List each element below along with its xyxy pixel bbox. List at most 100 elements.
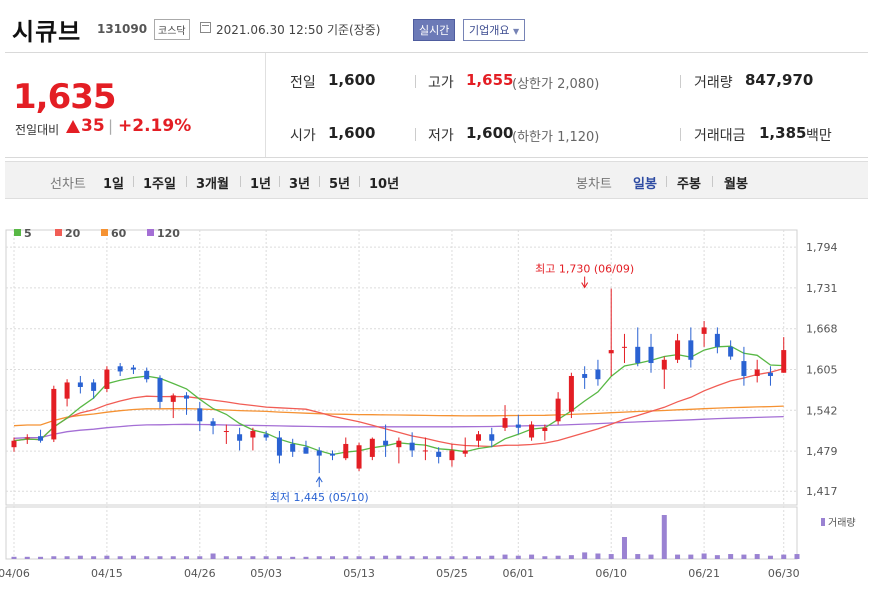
candle-body bbox=[91, 382, 97, 391]
volume-bar bbox=[157, 556, 163, 559]
volume-bar bbox=[290, 556, 296, 559]
candle-body bbox=[369, 438, 375, 457]
tab-daily[interactable]: 일봉 bbox=[633, 177, 657, 192]
volume-bar bbox=[781, 554, 787, 559]
candle-body bbox=[449, 450, 455, 461]
stock-name: 시큐브 bbox=[12, 18, 82, 46]
divider bbox=[240, 176, 241, 187]
candle-body bbox=[675, 340, 681, 360]
price-plot-frame bbox=[5, 229, 798, 506]
volume-bar bbox=[675, 554, 681, 559]
candle-body bbox=[197, 408, 203, 422]
volume-bar bbox=[754, 554, 760, 559]
low-label: 저가 bbox=[428, 128, 454, 144]
volume-bar bbox=[608, 554, 614, 559]
volume-bar bbox=[741, 554, 747, 559]
volume-bar bbox=[24, 556, 30, 559]
candle-body bbox=[741, 361, 747, 376]
market-badge: 코스닥 bbox=[154, 19, 190, 40]
candle-body bbox=[330, 453, 336, 456]
company-overview-button[interactable]: 기업개요 ▼ bbox=[463, 19, 526, 41]
tab-weekly[interactable]: 주봉 bbox=[677, 177, 701, 192]
tab-5y[interactable]: 5년 bbox=[329, 177, 351, 192]
change-percent: +2.19% bbox=[118, 116, 192, 136]
amount-value: 1,385 bbox=[759, 124, 807, 142]
volume-bar bbox=[144, 556, 150, 559]
current-price: 1,635 bbox=[13, 77, 117, 117]
volume-bar bbox=[728, 554, 734, 559]
ma60-line bbox=[13, 405, 784, 427]
volume-bar bbox=[714, 555, 720, 559]
volume-bar bbox=[529, 554, 535, 559]
tab-10y[interactable]: 10년 bbox=[369, 177, 400, 192]
candle-body bbox=[754, 369, 760, 376]
legend-label: 5 bbox=[24, 227, 32, 240]
legend-label: 120 bbox=[157, 227, 180, 240]
high-value: 1,655 bbox=[466, 71, 514, 89]
volume-bar bbox=[330, 556, 336, 559]
candle-body bbox=[529, 424, 535, 438]
tab-3m[interactable]: 3개월 bbox=[196, 177, 229, 192]
x-tick-label: 05/03 bbox=[250, 567, 282, 580]
volume-bar bbox=[688, 554, 694, 559]
volume-bar bbox=[582, 552, 588, 559]
change-separator: | bbox=[108, 117, 114, 135]
tab-monthly[interactable]: 월봉 bbox=[724, 177, 748, 192]
volume-bar bbox=[77, 555, 83, 559]
y-tick-label: 1,731 bbox=[806, 282, 838, 295]
candle-body bbox=[515, 424, 521, 428]
candle-body bbox=[502, 418, 508, 428]
y-tick-label: 1,605 bbox=[806, 364, 838, 377]
tab-3y[interactable]: 3년 bbox=[289, 177, 311, 192]
tab-1d[interactable]: 1일 bbox=[103, 177, 125, 192]
volume-bar bbox=[210, 553, 216, 559]
volume-bar bbox=[343, 556, 349, 559]
upper-limit: (상한가 2,080) bbox=[512, 77, 600, 92]
divider bbox=[415, 75, 416, 88]
candle-body bbox=[648, 346, 654, 364]
stock-code: 131090 bbox=[97, 22, 148, 36]
legend-label: 20 bbox=[65, 227, 81, 240]
volume-bar bbox=[489, 555, 495, 559]
tab-1y[interactable]: 1년 bbox=[250, 177, 272, 192]
candle-body bbox=[144, 370, 150, 380]
divider bbox=[133, 176, 134, 187]
candle-body bbox=[396, 440, 402, 448]
price-summary bbox=[5, 52, 868, 158]
candle-body bbox=[568, 375, 574, 412]
line-chart-label: 선차트 bbox=[50, 177, 86, 192]
candle-chart-label: 봉차트 bbox=[576, 177, 612, 192]
candle-body bbox=[250, 431, 256, 438]
candle-body bbox=[290, 443, 296, 452]
candle-body bbox=[343, 443, 349, 459]
volume-bar bbox=[303, 556, 309, 559]
volume-bar bbox=[91, 556, 97, 559]
volume-bar bbox=[661, 515, 667, 559]
candle-body bbox=[276, 437, 282, 456]
prev-close-label: 전일 bbox=[290, 75, 316, 91]
volume-bar bbox=[64, 556, 70, 559]
candle-body bbox=[316, 450, 322, 456]
candle-body bbox=[595, 369, 601, 380]
divider bbox=[680, 128, 681, 141]
volume-label: 거래량 bbox=[694, 75, 733, 91]
volume-bar bbox=[555, 555, 561, 559]
legend-swatch bbox=[147, 229, 154, 236]
candle-body bbox=[223, 431, 229, 433]
y-tick-label: 1,668 bbox=[806, 323, 838, 336]
volume-bar bbox=[38, 556, 44, 559]
candle-body bbox=[475, 434, 481, 441]
candle-body bbox=[608, 350, 614, 354]
ma120-line bbox=[13, 415, 784, 439]
candle-body bbox=[582, 374, 588, 378]
candle-body bbox=[688, 340, 694, 360]
realtime-button[interactable]: 실시간 bbox=[413, 19, 456, 41]
down-arrow-icon bbox=[581, 282, 589, 289]
up-triangle-icon bbox=[66, 120, 80, 133]
volume-bar bbox=[117, 556, 123, 559]
candle-body bbox=[184, 395, 190, 399]
change-label: 전일대비 bbox=[15, 123, 60, 137]
quote-datetime: 2021.06.30 12:50 기준(장중) bbox=[216, 23, 381, 37]
tab-1w[interactable]: 1주일 bbox=[143, 177, 176, 192]
calendar-icon bbox=[200, 22, 211, 33]
